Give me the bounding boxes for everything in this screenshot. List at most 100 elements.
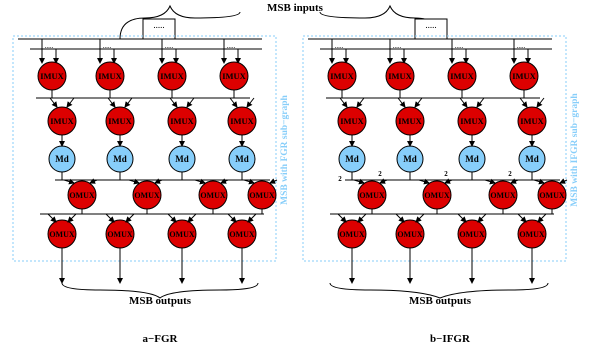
- omux-bot-2-label: OMUX: [169, 230, 195, 239]
- imux-top-3-label: IMUX: [222, 71, 246, 81]
- port-label-1: 2: [378, 170, 382, 178]
- edge-r3-r4: [484, 178, 496, 185]
- imux-top-0-label: IMUX: [40, 71, 64, 81]
- bottom-brace-left: [61, 282, 259, 299]
- edge-r3-r4: [243, 178, 255, 185]
- omux-top-1-label: OMUX: [134, 191, 160, 200]
- inputs-dots-left: .....: [153, 20, 164, 30]
- omux-bot-1-label: OMUX: [397, 230, 423, 239]
- side-label-ifgr: MSB with IFGR sub−graph: [570, 93, 580, 207]
- edge-r1-r2: [397, 97, 406, 108]
- edge-r3-r4: [89, 178, 98, 184]
- omux-bot-3-label: OMUX: [229, 230, 255, 239]
- msb-outputs-title-right: MSB outputs: [409, 295, 472, 307]
- omux-bot-2-label: OMUX: [459, 230, 485, 239]
- imux-top-2-label: IMUX: [450, 71, 474, 81]
- port-label-3: 2: [508, 170, 512, 178]
- omux-bot-3-label: OMUX: [519, 230, 545, 239]
- imux-mid-2-label: IMUX: [170, 116, 194, 126]
- edge-r3-r4: [444, 178, 453, 184]
- imux-top-1-label: IMUX: [388, 71, 412, 81]
- input-dots: .....: [165, 42, 174, 50]
- md-3-label: Md: [525, 154, 539, 164]
- edge-r3-r4: [559, 178, 568, 184]
- side-label-fgr: MSB with FGR sub−graph: [280, 94, 290, 204]
- msb-outputs-title-left: MSB outputs: [129, 295, 192, 307]
- input-dots: .....: [103, 42, 112, 50]
- omux-top-0-label: OMUX: [69, 191, 95, 200]
- edge-r4-r5: [395, 213, 405, 223]
- input-dots: .....: [455, 42, 464, 50]
- edge-r3-r4: [269, 178, 278, 184]
- omux-top-1-label: OMUX: [424, 191, 450, 200]
- edge-r1-r2: [519, 97, 528, 108]
- imux-top-3-label: IMUX: [512, 71, 536, 81]
- caption-ifgr: b−IFGR: [430, 333, 471, 345]
- edge-r3-r4: [510, 178, 519, 184]
- md-2-label: Md: [175, 154, 189, 164]
- edge-r1-r2: [124, 97, 133, 108]
- caption-fgr: a−FGR: [143, 333, 179, 345]
- edge-r1-r2: [246, 97, 255, 108]
- omux-bot-0-label: OMUX: [49, 230, 75, 239]
- edge-r4-r5: [337, 213, 347, 223]
- omux-top-0-label: OMUX: [359, 191, 385, 200]
- input-dots: .....: [45, 42, 54, 50]
- omux-top-3-label: OMUX: [249, 191, 275, 200]
- imux-mid-1-label: IMUX: [108, 116, 132, 126]
- edge-r1-r2: [356, 97, 365, 108]
- bottom-brace-right: [329, 282, 549, 299]
- edge-r3-r4: [194, 178, 206, 185]
- top-brace-left: [119, 4, 241, 40]
- input-dots: .....: [517, 42, 526, 50]
- edge-r4-r5: [227, 213, 237, 223]
- edge-r4-r5: [47, 213, 57, 223]
- edge-r4-r5: [537, 213, 547, 223]
- edge-r3-r4: [418, 178, 430, 185]
- inputs-dots-right: .....: [425, 20, 436, 30]
- input-dots: .....: [227, 42, 236, 50]
- edge-r4-r5: [247, 213, 257, 223]
- imux-mid-0-label: IMUX: [50, 116, 74, 126]
- edge-r4-r5: [187, 213, 197, 223]
- md-0-label: Md: [55, 154, 69, 164]
- edge-r3-r4: [63, 178, 75, 185]
- edge-r1-r2: [107, 97, 116, 108]
- omux-top-2-label: OMUX: [200, 191, 226, 200]
- omux-top-3-label: OMUX: [539, 191, 565, 200]
- edge-r1-r2: [339, 97, 348, 108]
- msb-inputs-title: MSB inputs: [267, 2, 324, 14]
- edge-r3-r4: [533, 178, 545, 185]
- edge-r1-r2: [536, 97, 545, 108]
- edge-r4-r5: [517, 213, 527, 223]
- edge-r3-r4: [154, 178, 163, 184]
- edge-r4-r5: [105, 213, 115, 223]
- port-label-0: 2: [338, 175, 342, 183]
- edge-r1-r2: [414, 97, 423, 108]
- md-0-label: Md: [345, 154, 359, 164]
- edge-r1-r2: [459, 97, 468, 108]
- edge-r3-r4: [379, 178, 388, 184]
- edge-r4-r5: [477, 213, 487, 223]
- edge-r3-r4: [128, 178, 140, 185]
- imux-mid-0-label: IMUX: [340, 116, 364, 126]
- edge-r1-r2: [49, 97, 58, 108]
- edge-r4-r5: [125, 213, 135, 223]
- edge-r4-r5: [357, 213, 367, 223]
- edge-r1-r2: [186, 97, 195, 108]
- md-3-label: Md: [235, 154, 249, 164]
- input-dots: .....: [335, 42, 344, 50]
- edge-r4-r5: [415, 213, 425, 223]
- edge-r1-r2: [169, 97, 178, 108]
- edge-r4-r5: [167, 213, 177, 223]
- edge-r4-r5: [457, 213, 467, 223]
- md-1-label: Md: [113, 154, 127, 164]
- md-1-label: Md: [403, 154, 417, 164]
- port-label-2: 2: [444, 170, 448, 178]
- omux-bot-0-label: OMUX: [339, 230, 365, 239]
- edge-r3-r4: [220, 178, 229, 184]
- imux-top-2-label: IMUX: [160, 71, 184, 81]
- md-2-label: Md: [465, 154, 479, 164]
